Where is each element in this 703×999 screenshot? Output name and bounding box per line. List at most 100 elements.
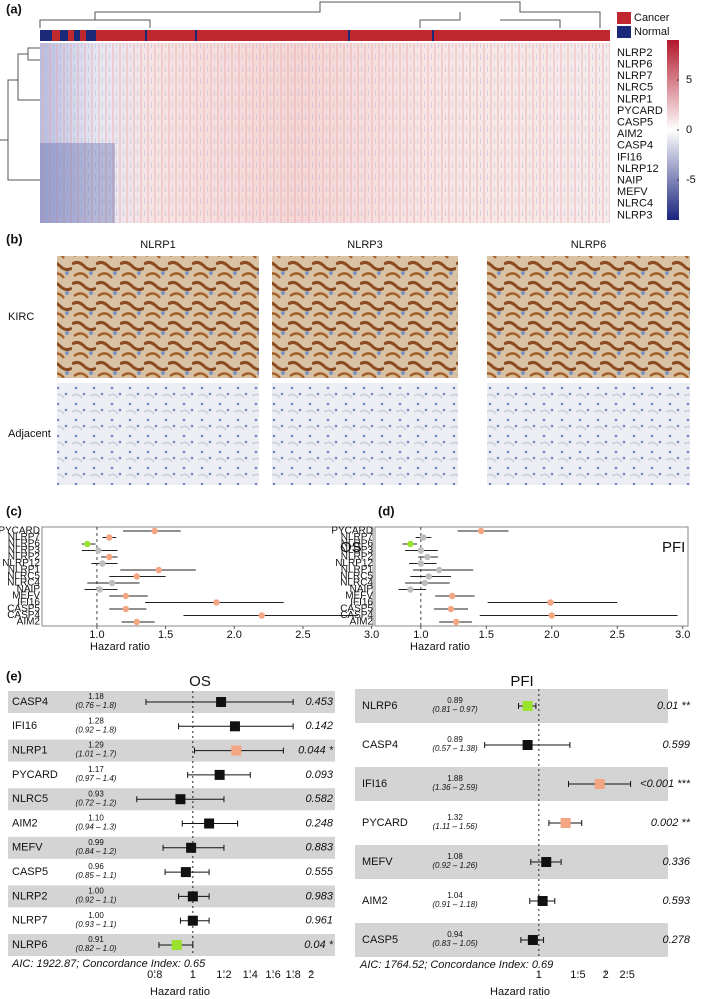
row-label: NLRP3: [8, 545, 41, 556]
hazard-point: [425, 573, 432, 580]
ihc-image: [272, 383, 458, 485]
row-label: AIM2: [617, 128, 643, 140]
heatmap: [0, 1, 610, 223]
hazard-point: [477, 527, 485, 535]
ci-label: (1.11 – 1.56): [433, 822, 478, 831]
model-note: AIC: 1764.52; Concordance Index: 0.69: [359, 959, 553, 971]
hazard-point: [186, 842, 197, 853]
ci-label: (0.94 – 1.3): [76, 823, 117, 832]
row-label: IFI16: [617, 151, 642, 163]
hazard-point: [435, 566, 443, 574]
x-tick-label: 1.8: [286, 969, 301, 981]
row-label: CASP5: [7, 604, 40, 615]
row-label: NLRP12: [617, 163, 659, 175]
row-band: [355, 689, 668, 723]
legend-label: Cancer: [634, 12, 670, 24]
p-value: 0.582: [305, 793, 333, 805]
row-label: AIM2: [362, 895, 388, 907]
x-tick-label: 1.5: [158, 629, 173, 641]
row-label: MEFV: [345, 591, 373, 602]
row-label: NLRP1: [8, 565, 41, 576]
row-label: MEFV: [12, 591, 40, 602]
row-label: IFI16: [17, 597, 40, 608]
x-tick-label: 2.5: [620, 969, 635, 981]
hr-label: 0.96: [88, 862, 104, 871]
row-label: MEFV: [12, 842, 43, 854]
ci-label: (1.01 – 1.7): [76, 750, 117, 759]
x-tick-label: 2: [308, 969, 314, 981]
column-title: NLRP3: [347, 239, 382, 251]
row-label: NLRP1: [617, 93, 652, 105]
row-label: NLRP2: [8, 552, 41, 563]
legend-swatch: [617, 26, 631, 38]
row-band: [8, 885, 335, 908]
hazard-point: [424, 553, 431, 561]
hazard-point: [155, 566, 162, 574]
row-label: PYCARD: [331, 526, 373, 537]
ihc-image: [487, 256, 690, 378]
hr-label: 1.28: [88, 716, 104, 725]
p-value: 0.142: [305, 720, 333, 732]
hazard-point: [421, 579, 428, 587]
panel-label: (b): [6, 231, 23, 246]
hazard-point: [175, 794, 186, 805]
hazard-point: [180, 867, 191, 878]
ci-label: (0.76 – 1.8): [76, 701, 117, 710]
row-label: NLRC4: [617, 198, 653, 210]
hazard-point: [417, 560, 425, 567]
ci-label: (0.93 – 1.1): [76, 920, 117, 929]
row-label: CASP4: [340, 610, 373, 621]
colorbar-tick-label: 0: [686, 124, 692, 136]
row-label: NLRP3: [341, 545, 374, 556]
p-value: 0.04 *: [304, 939, 333, 951]
x-tick-label: 1: [190, 969, 196, 981]
row-label: PYCARD: [617, 105, 663, 117]
row-label: NLRP7: [12, 915, 47, 927]
row-band: [8, 739, 335, 762]
row-label: NLRP6: [362, 700, 397, 712]
hazard-point: [108, 579, 116, 587]
row-label: PYCARD: [0, 526, 40, 537]
hazard-point: [229, 721, 240, 732]
row-label: NLRC4: [340, 578, 373, 589]
hr-label: 1.00: [88, 887, 104, 896]
hazard-point: [452, 618, 460, 626]
ci-label: (0.97 – 1.4): [76, 774, 117, 783]
p-value: <0.001 ***: [640, 778, 691, 790]
p-value: 0.961: [305, 915, 333, 927]
ci-label: (0.92 – 1.8): [76, 725, 117, 734]
hazard-point: [106, 534, 113, 541]
row-label: IFI16: [350, 597, 373, 608]
hazard-point: [407, 586, 414, 593]
x-tick-label: 1.2: [216, 969, 231, 981]
p-value: 0.336: [662, 856, 690, 868]
x-axis-label: Hazard ratio: [490, 986, 550, 998]
row-label: MEFV: [617, 186, 648, 198]
row-band: [355, 923, 668, 957]
row-label: NLRC4: [7, 578, 40, 589]
hazard-point: [122, 605, 129, 613]
x-tick-label: 1.0: [89, 629, 104, 641]
row-label: NLRC5: [340, 571, 373, 582]
p-value: 0.01 **: [657, 700, 691, 712]
p-value: 0.599: [662, 739, 690, 751]
row-title: KIRC: [8, 311, 34, 323]
colorbar-tick-label: 5: [686, 74, 692, 86]
hazard-point: [106, 553, 113, 561]
row-label: NLRP7: [617, 70, 652, 82]
ci-label: (0.83 – 1.05): [432, 939, 478, 948]
row-label: NAIP: [617, 175, 643, 187]
row-label: CASP4: [7, 610, 40, 621]
hazard-point: [548, 612, 555, 619]
hr-label: 0.99: [88, 838, 104, 847]
row-label: NLRC5: [12, 793, 48, 805]
hazard-point: [151, 527, 158, 535]
panel-label: (e): [6, 668, 22, 683]
row-title: Adjacent: [8, 428, 51, 440]
row-label: NLRP3: [617, 209, 652, 221]
row-label: NLRP1: [341, 565, 374, 576]
p-value: 0.278: [662, 934, 690, 946]
row-label: NLRP6: [617, 59, 652, 71]
